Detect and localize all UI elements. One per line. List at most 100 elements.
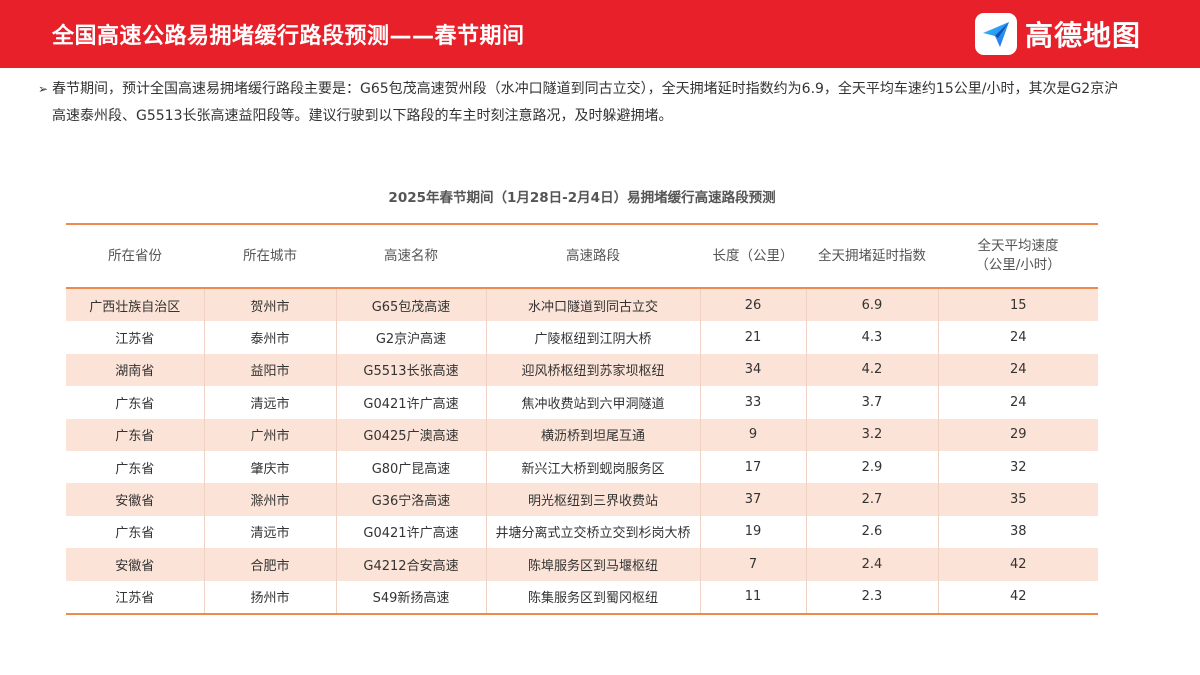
cell-province: 广东省	[66, 386, 204, 419]
header-avg-speed-line1: 全天平均速度	[977, 238, 1059, 254]
table-row: 广东省 肇庆市 G80广昆高速 新兴江大桥到蚬岗服务区 17 2.9 32	[66, 450, 1098, 484]
cell-province: 广东省	[66, 418, 204, 451]
cell-section: 新兴江大桥到蚬岗服务区	[485, 450, 700, 484]
table-row: 安徽省 合肥市 G4212合安高速 陈埠服务区到马堰枢纽 7 2.4 42	[66, 548, 1098, 581]
header-bar: 全国高速公路易拥堵缓行路段预测——春节期间 高德地图	[0, 0, 1200, 68]
cell-highway: G0421许广高速	[335, 515, 486, 549]
logo-wordmark: 高德地图	[1025, 19, 1142, 52]
cell-province: 安徽省	[66, 548, 204, 581]
cell-avg-speed: 32	[937, 450, 1098, 484]
table-row: 江苏省 泰州市 G2京沪高速 广陵枢纽到江阴大桥 21 4.3 24	[66, 321, 1098, 354]
table-title: 2025年春节期间（1月28日-2月4日）易拥堵缓行高速路段预测	[388, 190, 776, 206]
cell-delay-index: 2.9	[805, 450, 938, 484]
cell-province: 江苏省	[66, 580, 204, 614]
cell-length: 19	[699, 515, 806, 549]
cell-section: 明光枢纽到三界收费站	[485, 483, 700, 516]
table-row: 广东省 清远市 G0421许广高速 井塘分离式立交桥立交到杉岗大桥 19 2.6 38	[66, 515, 1098, 549]
cell-highway: G4212合安高速	[335, 548, 486, 581]
cell-highway: G0421许广高速	[335, 386, 486, 419]
cell-length: 7	[699, 548, 806, 581]
cell-avg-speed: 42	[937, 548, 1098, 581]
cell-city: 清远市	[203, 515, 336, 549]
cell-section: 井塘分离式立交桥立交到杉岗大桥	[485, 515, 700, 549]
cell-delay-index: 3.7	[805, 386, 938, 419]
cell-city: 肇庆市	[203, 450, 336, 484]
table-row: 广东省 广州市 G0425广澳高速 横沥桥到坦尾互通 9 3.2 29	[66, 418, 1098, 451]
cell-length: 9	[699, 418, 806, 451]
table-row: 江苏省 扬州市 S49新扬高速 陈集服务区到蜀冈枢纽 11 2.3 42	[66, 580, 1098, 614]
cell-city: 扬州市	[203, 580, 336, 614]
triangle-right-icon: ➢	[38, 82, 49, 96]
table-row: 广西壮族自治区 贺州市 G65包茂高速 水冲口隧道到同古立交 26 6.9 15	[66, 288, 1098, 322]
cell-section: 陈埠服务区到马堰枢纽	[485, 548, 700, 581]
intro-paragraph: ➢ 春节期间，预计全国高速易拥堵缓行路段主要是：G65包茂高速贺州段（水冲口隧道…	[38, 76, 1132, 130]
table-row: 安徽省 滁州市 G36宁洛高速 明光枢纽到三界收费站 37 2.7 35	[66, 483, 1098, 516]
header-province: 所在省份	[66, 224, 204, 289]
page-title: 全国高速公路易拥堵缓行路段预测——春节期间	[52, 24, 525, 49]
cell-province: 广东省	[66, 515, 204, 549]
table-row: 湖南省 益阳市 G5513长张高速 迎风桥枢纽到苏家坝枢纽 34 4.2 24	[66, 353, 1098, 387]
cell-city: 益阳市	[203, 353, 336, 387]
cell-highway: G5513长张高速	[335, 353, 486, 387]
cell-delay-index: 4.2	[805, 353, 938, 387]
cell-length: 33	[699, 386, 806, 419]
brand-logo: 高德地图	[975, 12, 1141, 56]
cell-province: 安徽省	[66, 483, 204, 516]
header-city: 所在城市	[204, 224, 336, 289]
cell-delay-index: 4.3	[805, 321, 938, 354]
cell-length: 11	[699, 580, 806, 614]
cell-city: 合肥市	[203, 548, 336, 581]
header-avg-speed: 全天平均速度 （公里/小时）	[938, 224, 1098, 289]
cell-length: 21	[699, 321, 806, 354]
paper-plane-icon	[975, 13, 1017, 55]
congestion-table: 所在省份 所在城市 高速名称 高速路段 长度（公里） 全天拥堵延时指数 全天平均…	[66, 223, 1098, 615]
cell-highway: G2京沪高速	[335, 321, 486, 354]
cell-section: 焦冲收费站到六甲洞隧道	[485, 386, 700, 419]
cell-delay-index: 2.4	[805, 548, 938, 581]
cell-highway: G80广昆高速	[335, 450, 486, 484]
cell-length: 17	[699, 450, 806, 484]
cell-highway: G65包茂高速	[335, 288, 486, 322]
cell-delay-index: 6.9	[805, 288, 938, 322]
cell-city: 滁州市	[203, 483, 336, 516]
cell-province: 江苏省	[66, 321, 204, 354]
cell-city: 贺州市	[203, 288, 336, 322]
table-row: 广东省 清远市 G0421许广高速 焦冲收费站到六甲洞隧道 33 3.7 24	[66, 386, 1098, 419]
header-delay-index: 全天拥堵延时指数	[806, 224, 938, 289]
cell-avg-speed: 29	[937, 418, 1098, 451]
cell-avg-speed: 24	[937, 386, 1098, 419]
cell-city: 广州市	[203, 418, 336, 451]
cell-section: 广陵枢纽到江阴大桥	[485, 321, 700, 354]
cell-section: 水冲口隧道到同古立交	[485, 288, 700, 322]
cell-delay-index: 2.6	[805, 515, 938, 549]
header-highway: 高速名称	[336, 224, 486, 289]
cell-highway: S49新扬高速	[335, 580, 486, 614]
cell-city: 清远市	[203, 386, 336, 419]
cell-delay-index: 2.7	[805, 483, 938, 516]
header-section: 高速路段	[486, 224, 700, 289]
cell-avg-speed: 38	[937, 515, 1098, 549]
cell-avg-speed: 24	[937, 321, 1098, 354]
cell-avg-speed: 24	[937, 353, 1098, 387]
cell-length: 34	[699, 353, 806, 387]
cell-province: 广东省	[66, 450, 204, 484]
cell-city: 泰州市	[203, 321, 336, 354]
cell-section: 横沥桥到坦尾互通	[485, 418, 700, 451]
cell-highway: G36宁洛高速	[335, 483, 486, 516]
cell-length: 37	[699, 483, 806, 516]
cell-section: 陈集服务区到蜀冈枢纽	[485, 580, 700, 614]
cell-avg-speed: 35	[937, 483, 1098, 516]
intro-text: 春节期间，预计全国高速易拥堵缓行路段主要是：G65包茂高速贺州段（水冲口隧道到同…	[52, 81, 1119, 124]
cell-province: 广西壮族自治区	[66, 288, 204, 322]
cell-delay-index: 3.2	[805, 418, 938, 451]
cell-length: 26	[699, 288, 806, 322]
cell-avg-speed: 42	[937, 580, 1098, 614]
cell-delay-index: 2.3	[805, 580, 938, 614]
cell-section: 迎风桥枢纽到苏家坝枢纽	[485, 353, 700, 387]
cell-avg-speed: 15	[937, 288, 1098, 322]
table-header-row: 所在省份 所在城市 高速名称 高速路段 长度（公里） 全天拥堵延时指数 全天平均…	[66, 224, 1098, 289]
cell-province: 湖南省	[66, 353, 204, 387]
cell-highway: G0425广澳高速	[335, 418, 486, 451]
header-avg-speed-line2: （公里/小时）	[975, 257, 1061, 273]
header-length: 长度（公里）	[700, 224, 806, 289]
